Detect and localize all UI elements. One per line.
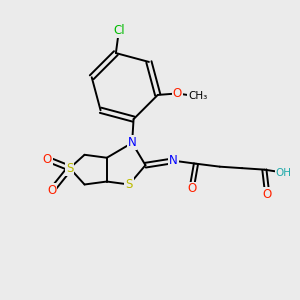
Text: S: S [66,162,74,175]
Text: CH₃: CH₃ [188,92,208,101]
Text: O: O [172,87,182,100]
Text: O: O [263,188,272,201]
Text: O: O [187,182,196,196]
Text: S: S [125,178,133,191]
Text: O: O [43,153,52,166]
Text: Cl: Cl [113,24,125,37]
Text: N: N [128,136,136,149]
Text: N: N [169,154,178,167]
Text: OH: OH [276,168,292,178]
Text: O: O [47,184,56,197]
